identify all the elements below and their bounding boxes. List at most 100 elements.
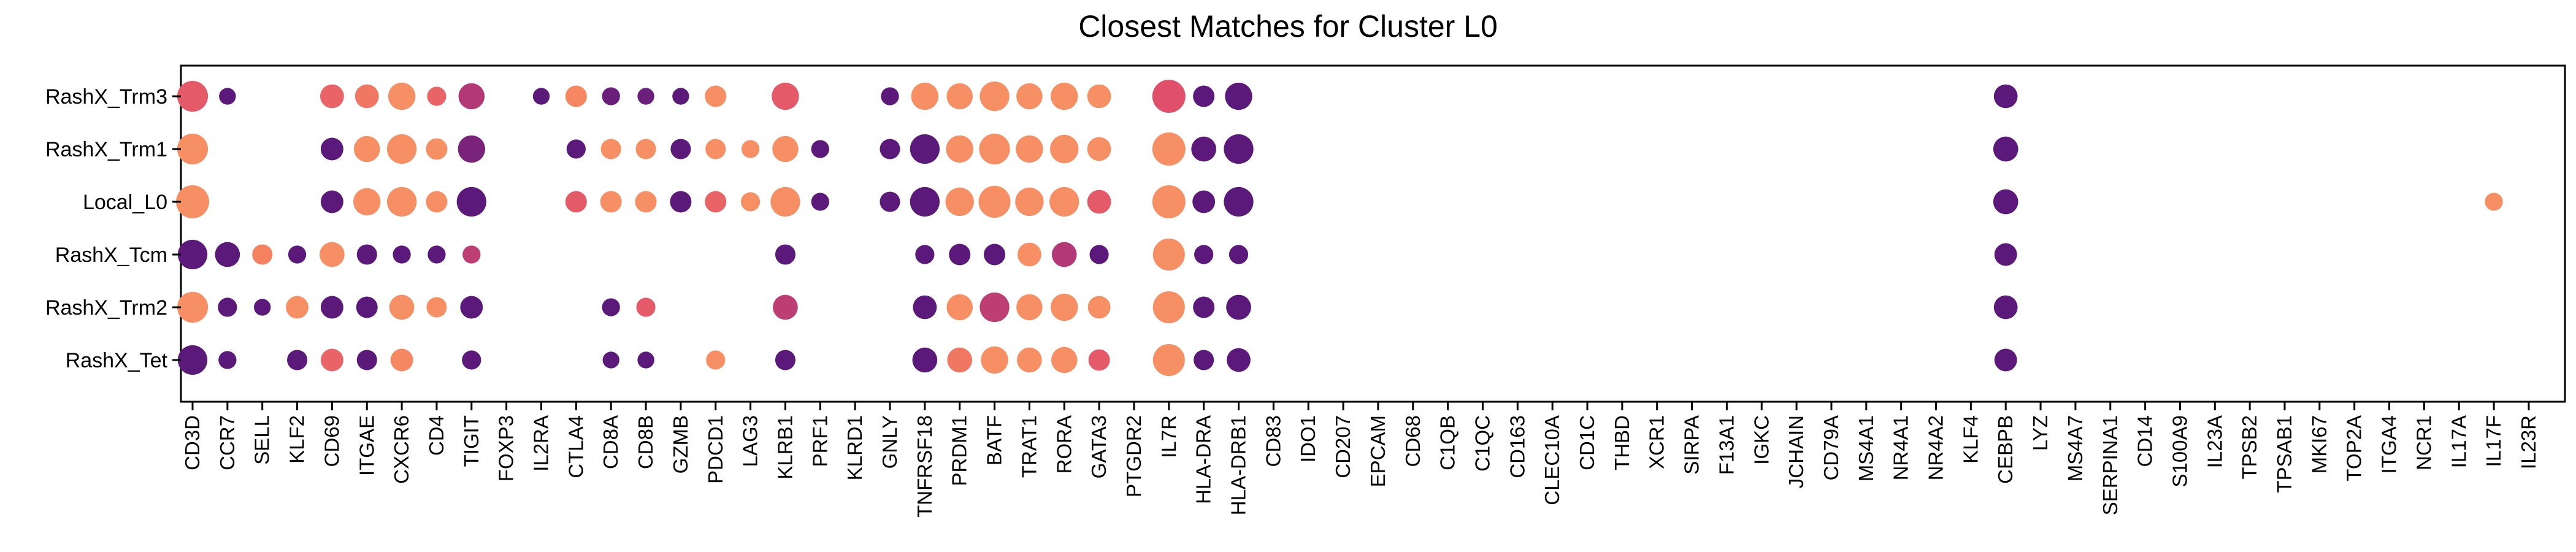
dot-point [456,186,486,217]
x-tick-label: IL7R [1157,415,1180,458]
dot-point [945,187,974,217]
dot-point [981,346,1008,374]
chart-title: Closest Matches for Cluster L0 [1078,9,1498,44]
dot-point [460,296,483,319]
dot-point [1993,136,2018,162]
dot-point [1152,132,1186,166]
dot-point [215,242,240,267]
dot-point [1193,296,1215,318]
dot-point [356,350,377,370]
dot-point [912,347,938,373]
x-tick-label: ITGAE [355,415,378,476]
dot-point [177,345,208,375]
x-tick-label: C1QB [1436,415,1459,470]
x-tick-label: CD163 [1506,415,1528,478]
dot-point [1016,294,1043,321]
dot-point [320,137,343,161]
dot-point [637,351,654,369]
x-tick-label: KLRB1 [773,415,796,480]
dot-point [1226,294,1251,320]
dot-point [177,239,208,270]
dot-point [1194,245,1214,264]
dot-point [600,191,622,213]
dot-point [741,140,760,158]
dot-point [1993,295,2018,320]
dot-point [1051,242,1077,267]
dot-point [775,244,795,265]
dot-point [1051,293,1078,321]
x-tick-label: PTGDR2 [1122,415,1145,497]
dot-point [635,139,656,159]
dot-point [772,82,799,110]
dot-point [881,87,899,105]
dot-point [1993,189,2018,215]
x-tick-label: CD69 [320,415,343,467]
dot-point [915,245,935,264]
dot-point [770,186,800,217]
dot-point [913,295,937,320]
dot-point [218,297,237,317]
x-tick-label: IL17F [2482,415,2505,467]
dot-point [978,185,1011,218]
dot-point [393,245,411,264]
dot-point [1191,136,1216,162]
x-tick-label: KLRD1 [843,415,866,480]
dots-layer [176,80,2503,377]
dot-point [811,140,829,158]
x-axis-labels: CD3D CCR7 SELL KLF2 CD69 ITGAE CXCR6 CD4 TIGIT FO… [181,402,2540,518]
dot-point [565,191,587,213]
dot-point [772,136,799,163]
x-tick-label: CD83 [1262,415,1284,467]
dot-point [637,88,654,105]
x-tick-label: KLF4 [1959,415,1982,464]
dot-point [426,138,448,160]
x-tick-label: NCR1 [2412,415,2435,470]
x-tick-label: CD8B [634,415,657,469]
x-tick-label: SELL [251,415,274,465]
dot-point [600,139,621,159]
dot-point [811,193,829,211]
dot-point [1089,245,1109,264]
dot-point [1016,83,1043,110]
dot-point [880,191,900,212]
dot-point [458,135,486,163]
dot-point [670,139,691,159]
dot-point [1192,190,1216,213]
x-tick-label: XCR1 [1646,415,1668,469]
x-tick-label: LAG3 [739,415,762,467]
x-tick-label: NR4A1 [1890,415,1912,480]
dot-point [462,350,481,370]
x-tick-label: HLA-DRB1 [1227,415,1250,515]
dot-point [602,298,620,316]
x-tick-label: TPSB2 [2238,415,2261,480]
x-tick-label: MS4A7 [2064,415,2087,481]
x-tick-label: CTLA4 [564,415,587,478]
dot-point [386,186,417,217]
x-tick-label: CD14 [2134,415,2156,467]
x-tick-label: TOP2A [2343,415,2366,481]
dot-point [1049,186,1079,217]
y-tick-label: RashX_Trm3 [45,85,167,109]
dot-point [1224,186,1254,217]
dot-point [910,134,940,164]
plot-frame [180,64,2566,403]
dot-point [287,350,308,370]
x-tick-label: CD8A [599,415,622,469]
dot-point [979,81,1010,112]
dot-point [946,294,973,321]
x-tick-label: GZMB [669,415,692,473]
x-tick-label: NR4A2 [1925,415,1947,480]
dot-point [288,245,307,264]
y-tick-label: RashX_Tet [66,349,168,372]
dot-point [1994,243,2017,266]
dot-point [880,139,900,159]
x-tick-label: CD68 [1401,415,1424,467]
dot-point [565,85,587,107]
dot-point [353,136,380,163]
dot-point [775,350,795,370]
x-tick-label: CD1C [1576,415,1598,470]
dot-point [177,80,209,112]
dot-point [1051,82,1078,110]
dot-point [911,82,939,110]
dot-point [705,139,726,159]
